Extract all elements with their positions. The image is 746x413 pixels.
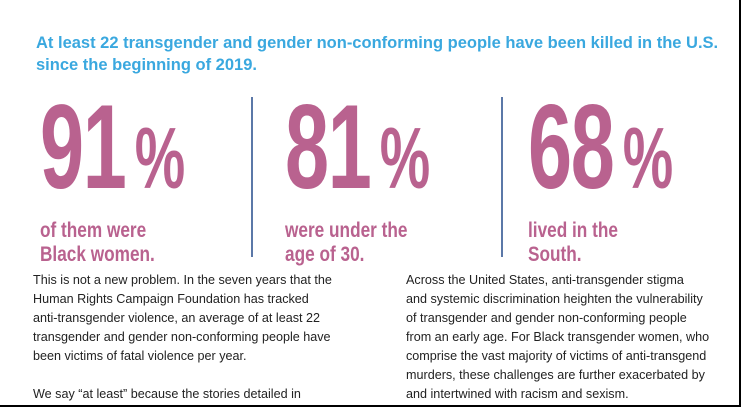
document-page: At least 22 transgender and gender non-c… xyxy=(0,0,741,407)
stat-number: 68% xyxy=(528,78,673,216)
stat-caption: of them were Black women. xyxy=(40,219,155,267)
stat-black-women: 91% of them were Black women. xyxy=(40,78,270,268)
divider xyxy=(501,97,503,257)
stat-number: 91% xyxy=(40,78,185,216)
caption-line: were under the xyxy=(285,219,408,242)
paragraph: We say “at least” because the stories de… xyxy=(33,387,301,401)
divider xyxy=(251,97,253,257)
caption-line: Black women. xyxy=(40,243,155,266)
stat-caption: lived in the South. xyxy=(528,219,618,267)
caption-line: of them were xyxy=(40,219,147,242)
stat-unit: % xyxy=(622,111,674,207)
stat-unit: % xyxy=(379,111,431,207)
body-column-left: This is not a new problem. In the seven … xyxy=(33,271,332,405)
stat-caption: were under the age of 30. xyxy=(285,219,407,267)
stat-number: 81% xyxy=(285,78,430,216)
stat-value: 81 xyxy=(285,80,372,214)
paragraph: Across the United States, anti-transgend… xyxy=(406,273,710,401)
caption-line: age of 30. xyxy=(285,243,365,266)
caption-line: South. xyxy=(528,243,582,266)
stat-value: 91 xyxy=(40,80,127,214)
headline: At least 22 transgender and gender non-c… xyxy=(36,34,719,74)
stat-value: 68 xyxy=(528,80,615,214)
stat-unit: % xyxy=(134,111,186,207)
stat-south: 68% lived in the South. xyxy=(528,78,739,268)
caption-line: lived in the xyxy=(528,219,618,242)
body-column-right: Across the United States, anti-transgend… xyxy=(406,271,710,405)
stat-under-30: 81% were under the age of 30. xyxy=(285,78,515,268)
paragraph: This is not a new problem. In the seven … xyxy=(33,273,332,363)
